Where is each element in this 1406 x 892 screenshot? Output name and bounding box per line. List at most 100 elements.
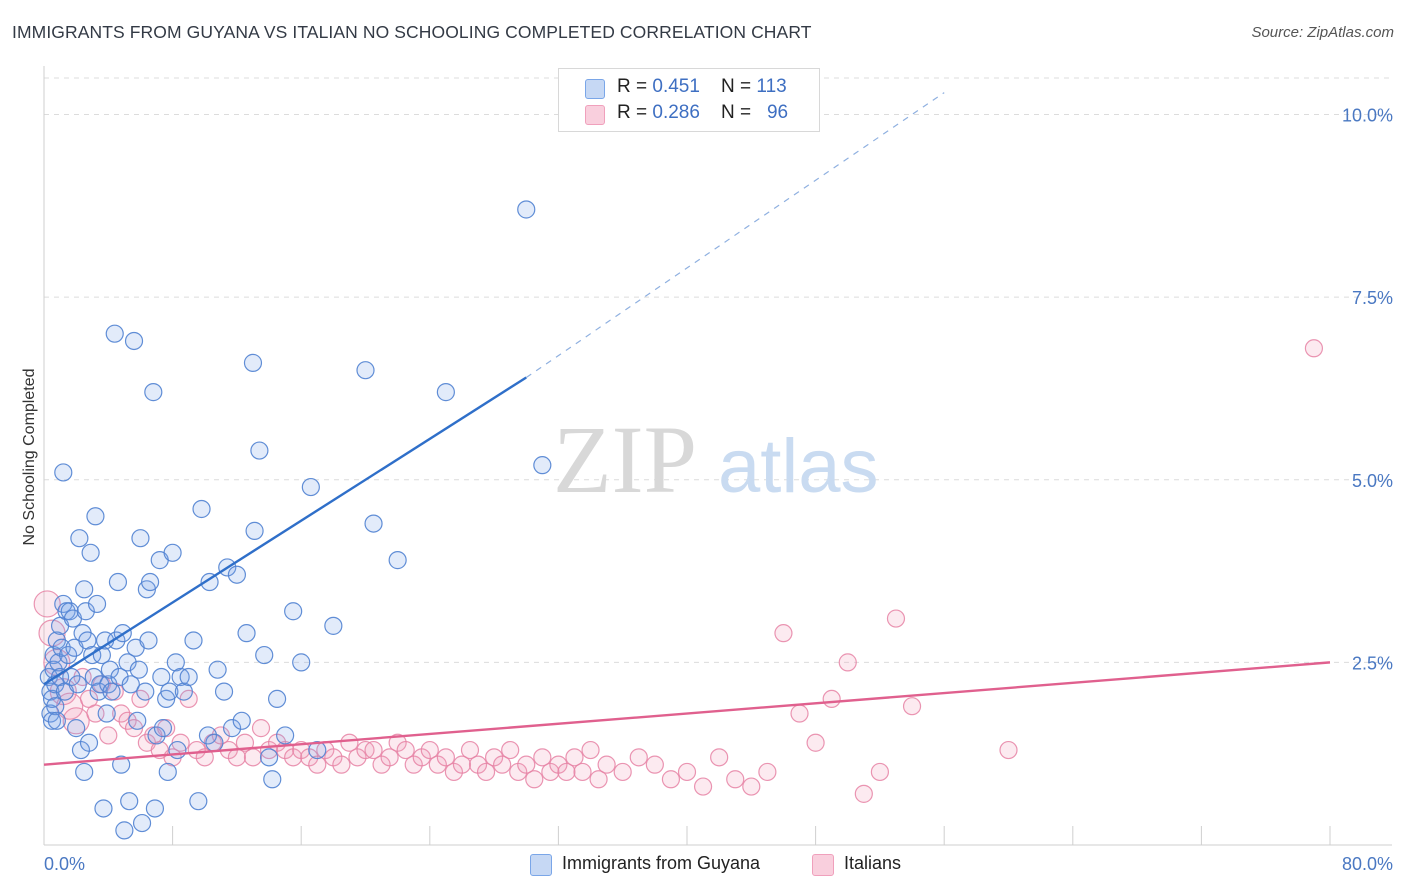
italians-point <box>243 748 263 767</box>
bottom-legend-label-italians: Italians <box>844 853 902 873</box>
guyana-trend-line <box>43 376 527 686</box>
italians-point <box>645 755 664 774</box>
italians-point <box>886 609 906 628</box>
italians-point <box>806 733 825 752</box>
guyana-point <box>54 463 73 482</box>
italians-point <box>629 748 648 767</box>
italians-point <box>902 697 922 716</box>
guyana-point <box>276 726 295 745</box>
italians-point <box>758 762 777 782</box>
guyana-point <box>189 792 208 811</box>
guyana-point <box>67 719 86 738</box>
y-tick-label: 5.0% <box>1352 471 1393 491</box>
italians-point <box>693 777 713 796</box>
italians-point <box>1304 339 1324 358</box>
guyana-point <box>388 551 407 570</box>
italians-point <box>33 590 61 618</box>
guyana-point <box>263 770 282 789</box>
legend-n-value: 96 <box>766 102 789 123</box>
guyana-point <box>364 514 383 533</box>
axes <box>43 66 1392 846</box>
italians-point <box>533 748 552 767</box>
legend-n-label: N = <box>721 102 757 123</box>
x-tick-label-max: 80.0% <box>1342 854 1393 874</box>
guyana-point <box>517 200 536 219</box>
guyana-point <box>59 645 78 665</box>
x-tick-label-min: 0.0% <box>44 854 85 874</box>
guyana-point <box>100 660 120 679</box>
italians-point <box>452 755 472 774</box>
italians-point <box>565 748 584 767</box>
guyana-point <box>152 667 171 687</box>
y-tick-label: 7.5% <box>1352 288 1393 308</box>
guyana-point <box>160 682 179 701</box>
guyana-point <box>121 675 140 694</box>
guyana-point <box>97 704 116 723</box>
guyana-point <box>136 682 155 701</box>
legend-r-value: 0.451 <box>652 76 700 97</box>
guyana-point <box>284 602 303 621</box>
guyana-point <box>62 667 81 687</box>
guyana-point <box>208 660 227 679</box>
guyana-point <box>259 748 279 767</box>
guyana-point <box>184 631 203 650</box>
guyana-point <box>108 572 128 592</box>
italians-point <box>774 624 793 643</box>
italians-point <box>332 755 351 774</box>
italians-point <box>726 770 745 789</box>
italians-trend-line <box>43 661 1331 766</box>
guyana-point <box>70 529 89 548</box>
italians-point <box>436 748 455 767</box>
legend-r-value: 0.286 <box>652 102 700 123</box>
guyana-point <box>153 719 173 738</box>
guyana-point <box>533 456 552 475</box>
guyana-point <box>131 529 150 548</box>
italians-point <box>581 740 600 760</box>
legend-n-label: N = <box>721 76 757 97</box>
italians-point <box>251 719 271 738</box>
guyana-point <box>84 667 103 687</box>
italians-point <box>517 755 536 774</box>
guyana-point <box>158 762 177 782</box>
italians-point <box>211 726 230 745</box>
italians-points <box>33 339 1324 803</box>
guyana-point <box>163 543 182 562</box>
guyana-point <box>267 689 287 709</box>
guyana-point <box>102 682 121 701</box>
italians-point <box>854 784 873 803</box>
guyana-point <box>115 821 134 840</box>
guyana-point <box>129 660 148 679</box>
stats-legend: R = 0.451 N = 113 R = 0.286 N = 96 <box>558 68 820 132</box>
tick-labels: 2.5% 5.0% 7.5% 10.0% 0.0% 80.0% <box>44 106 1393 874</box>
guyana-point <box>52 638 71 657</box>
guyana-point <box>436 383 455 402</box>
bottom-legend-swatch-guyana <box>530 854 552 876</box>
guyana-point <box>105 324 124 343</box>
y-tick-label: 10.0% <box>1342 106 1393 126</box>
italians-point <box>557 762 576 782</box>
guyana-point <box>301 477 320 497</box>
italians-point <box>476 762 496 782</box>
italians-point <box>822 689 841 709</box>
legend-r-label: R = <box>617 76 653 97</box>
guyana-point <box>243 353 263 372</box>
guyana-point <box>205 733 224 752</box>
guyana-trend-extension <box>525 92 945 378</box>
italians-point <box>112 704 131 723</box>
italians-point <box>99 726 118 745</box>
guyana-point <box>166 653 185 672</box>
guyana-point <box>308 740 327 760</box>
guyana-point <box>124 331 144 351</box>
italians-point <box>396 740 415 760</box>
italians-point <box>235 733 255 752</box>
bottom-legend-swatch-italians <box>812 854 834 876</box>
italians-point <box>62 707 90 735</box>
source-label: Source: ZipAtlas.com <box>1251 24 1394 41</box>
guyana-point <box>245 521 264 540</box>
italians-point <box>420 740 439 760</box>
guyana-point <box>227 565 246 584</box>
watermark: ZIP atlas <box>553 406 879 513</box>
italians-point <box>460 740 480 760</box>
italians-point <box>790 704 809 723</box>
guyana-point <box>192 499 211 519</box>
